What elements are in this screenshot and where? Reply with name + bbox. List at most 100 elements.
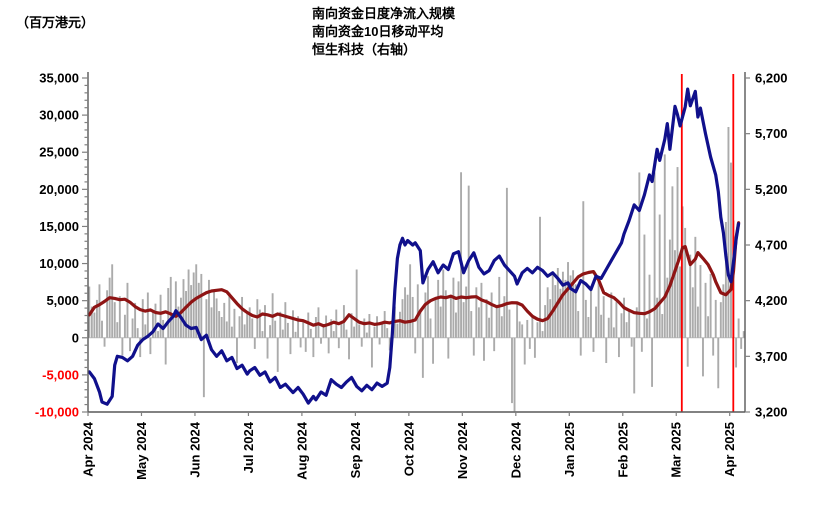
daily-net-inflow-bar [141, 299, 144, 338]
daily-net-inflow-bar [689, 254, 692, 338]
daily-net-inflow-bar [602, 296, 605, 338]
daily-net-inflow-bar [243, 324, 246, 338]
daily-net-inflow-bar [276, 337, 279, 372]
daily-net-inflow-bar [401, 299, 404, 338]
daily-net-inflow-bar [607, 317, 610, 338]
daily-net-inflow-bar [292, 310, 294, 338]
daily-net-inflow-bar [630, 337, 633, 347]
left-axis-tick-label: 15,000 [39, 219, 79, 234]
daily-net-inflow-bar [605, 337, 608, 364]
right-axis-tick-label: 3,700 [755, 349, 788, 364]
x-axis-month-label: May 2024 [134, 421, 149, 480]
daily-net-inflow-bar [674, 250, 676, 338]
daily-net-inflow-bar [730, 162, 732, 338]
left-axis-tick-label: 25,000 [39, 145, 79, 160]
daily-net-inflow-bar [592, 337, 595, 352]
right-axis-tick-label: 4,200 [755, 293, 788, 308]
daily-net-inflow-bar [233, 308, 236, 338]
daily-net-inflow-bar [266, 337, 269, 359]
daily-net-inflow-bar [646, 318, 648, 338]
daily-net-inflow-bar [488, 317, 491, 338]
daily-net-inflow-bar [218, 311, 221, 338]
daily-net-inflow-bar [424, 292, 427, 338]
daily-net-inflow-bar [595, 306, 597, 338]
daily-net-inflow-bar [722, 284, 725, 338]
daily-net-inflow-bar [612, 327, 615, 338]
daily-net-inflow-bar [465, 286, 468, 338]
daily-net-inflow-bar [177, 306, 180, 338]
daily-net-inflow-bar [477, 307, 480, 338]
daily-net-inflow-bar [434, 299, 437, 338]
left-axis-tick-label: 5,000 [46, 293, 79, 308]
bar-swatch-icon [291, 10, 308, 19]
daily-net-inflow-bar [704, 282, 707, 338]
daily-net-inflow-bar [663, 154, 666, 338]
daily-net-inflow-bar [149, 337, 152, 355]
daily-net-inflow-bar [136, 328, 139, 338]
daily-net-inflow-bar [95, 299, 98, 338]
daily-net-inflow-bar [297, 316, 300, 338]
daily-net-inflow-bar [396, 323, 399, 338]
daily-net-inflow-bar [651, 337, 653, 387]
daily-net-inflow-bar [462, 302, 465, 338]
x-axis-month-label: Dec 2024 [508, 421, 523, 478]
daily-net-inflow-bar [480, 282, 483, 338]
daily-net-inflow-bar [312, 337, 315, 358]
daily-net-inflow-bar [600, 314, 603, 338]
daily-net-inflow-bar [383, 311, 386, 338]
daily-net-inflow-bar [90, 306, 93, 338]
x-axis-month-label: Apr 2024 [81, 421, 96, 477]
daily-net-inflow-bar [653, 172, 656, 338]
daily-net-inflow-bar [299, 337, 302, 348]
daily-net-inflow-bar [111, 264, 114, 338]
daily-net-inflow-bar [172, 314, 175, 338]
daily-net-inflow-bar [640, 337, 643, 352]
daily-net-inflow-bar [340, 322, 343, 338]
daily-net-inflow-bar [531, 314, 534, 338]
daily-net-inflow-bar [406, 294, 409, 338]
daily-net-inflow-bar [154, 303, 157, 338]
daily-net-inflow-bar [625, 322, 628, 338]
daily-net-inflow-bar [103, 337, 106, 347]
daily-net-inflow-bar [460, 172, 463, 338]
x-axis-month-label: Apr 2025 [722, 422, 737, 477]
daily-net-inflow-bar [735, 337, 738, 368]
daily-net-inflow-bar [131, 318, 134, 338]
daily-net-inflow-bar [284, 302, 287, 338]
right-axis-tick-label: 3,200 [755, 405, 788, 420]
daily-net-inflow-bar [353, 326, 356, 338]
daily-net-inflow-bar [691, 287, 694, 338]
daily-net-inflow-bar [330, 319, 333, 338]
daily-net-inflow-bar [505, 187, 508, 338]
daily-net-inflow-bar [381, 322, 384, 338]
daily-net-inflow-bar [661, 314, 664, 338]
legend-item-daily-net-inflow: 南向资金日度净流入规模 [291, 6, 455, 22]
left-axis-tick-label: -5,000 [42, 367, 79, 382]
daily-net-inflow-bar [503, 296, 506, 338]
daily-net-inflow-bar [121, 337, 124, 356]
legend-item-hstech-index: 恒生科技（右轴） [291, 42, 455, 58]
right-axis-tick-label: 5,200 [755, 182, 788, 197]
daily-net-inflow-bar [236, 337, 238, 364]
daily-net-inflow-bar [378, 337, 381, 345]
daily-net-inflow-bar [521, 324, 524, 338]
x-axis-month-label: Jul 2024 [241, 421, 256, 473]
daily-net-inflow-bar [495, 305, 498, 338]
daily-net-inflow-bar [289, 337, 292, 355]
daily-net-inflow-bar [205, 299, 208, 338]
daily-net-inflow-bar [483, 337, 485, 361]
daily-net-inflow-bar [623, 297, 625, 338]
x-axis-month-label: Sep 2024 [348, 421, 363, 478]
daily-net-inflow-bar [230, 326, 233, 338]
daily-net-inflow-bar [411, 296, 414, 338]
right-axis-tick-label: 6,200 [755, 71, 788, 86]
daily-net-inflow-bar [332, 331, 335, 338]
right-axis-tick-label: 5,700 [755, 126, 788, 141]
daily-net-inflow-bar [618, 337, 620, 358]
daily-net-inflow-bar [113, 302, 116, 338]
daily-net-inflow-bar [404, 287, 406, 338]
daily-net-inflow-bar [737, 318, 740, 338]
left-axis-tick-label: -10,000 [35, 405, 79, 420]
